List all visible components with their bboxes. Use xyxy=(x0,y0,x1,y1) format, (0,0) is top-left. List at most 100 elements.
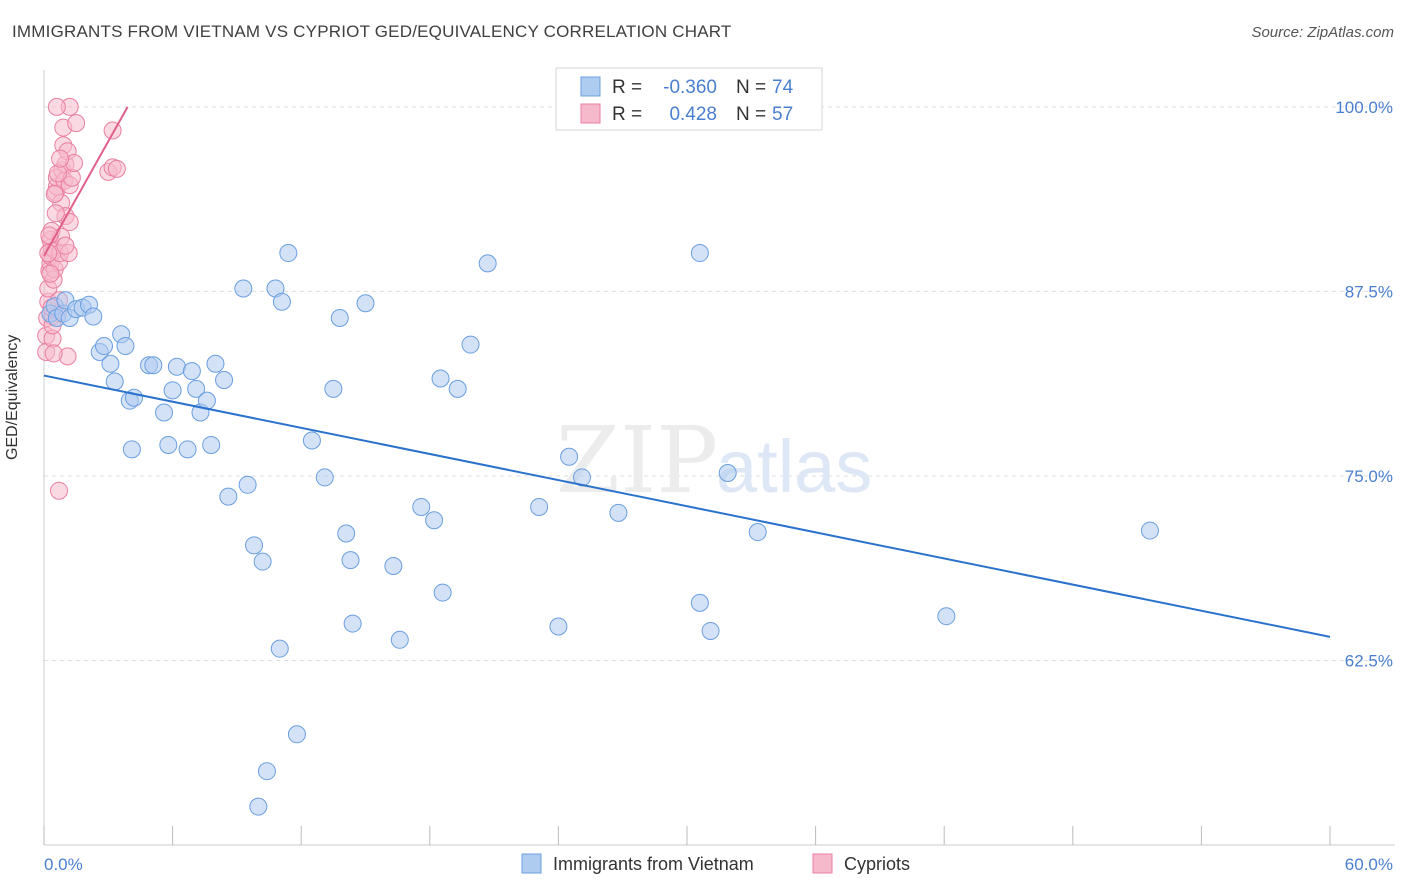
legend-swatch-pink xyxy=(812,853,833,874)
scatter-point xyxy=(748,523,767,542)
scatter-point xyxy=(425,511,444,530)
scatter-point xyxy=(44,344,63,363)
grid-lines xyxy=(44,106,1395,661)
legend-r-value: 0.428 xyxy=(669,104,717,125)
scatter-point xyxy=(249,797,268,816)
scatter-point xyxy=(302,431,321,450)
scatter-point xyxy=(144,356,163,375)
scatter-point xyxy=(718,464,737,482)
scatter-point xyxy=(412,497,431,516)
scatter-point xyxy=(253,552,272,571)
series-vietnam-points xyxy=(41,244,1159,816)
scatter-point xyxy=(178,440,197,459)
scatter-point xyxy=(215,371,234,389)
watermark-zip: ZIP xyxy=(556,407,718,514)
scatter-point xyxy=(84,307,103,326)
scatter-point xyxy=(560,447,579,466)
scatter-point xyxy=(609,503,628,522)
scatter-point xyxy=(337,524,356,543)
scatter-point xyxy=(1140,521,1159,540)
scatter-point xyxy=(937,607,956,626)
scatter-point xyxy=(163,381,182,400)
legend-swatch-blue xyxy=(580,76,601,97)
scatter-point xyxy=(219,487,238,506)
scatter-point xyxy=(206,354,225,373)
scatter-point xyxy=(690,244,709,263)
scatter-point xyxy=(287,725,306,744)
scatter-point xyxy=(690,593,709,612)
scatter-point xyxy=(41,264,60,283)
chart-title: IMMIGRANTS FROM VIETNAM VS CYPRIOT GED/E… xyxy=(12,22,732,41)
scatter-point xyxy=(159,435,178,454)
trend-line-blue xyxy=(43,374,1331,638)
scatter-point xyxy=(431,369,450,388)
x-tick-label-min: 0.0% xyxy=(44,855,83,874)
x-tick-label-max: 60.0% xyxy=(1345,855,1393,874)
scatter-point xyxy=(572,468,591,487)
scatter-point xyxy=(187,379,206,398)
scatter-point xyxy=(245,536,264,555)
scatter-point xyxy=(47,97,66,116)
scatter-point xyxy=(116,337,135,356)
scatter-point xyxy=(51,149,70,168)
scatter-point xyxy=(39,244,58,263)
stats-legend: R = -0.360 N = 74 R = 0.428 N = 57 xyxy=(555,67,823,131)
y-tick-label: 62.5% xyxy=(1345,651,1393,670)
scatter-point xyxy=(182,362,201,381)
scatter-point xyxy=(48,164,67,183)
legend-n-label: N = xyxy=(736,77,766,98)
legend-n-value: 57 xyxy=(772,104,793,125)
scatter-point xyxy=(701,621,720,640)
scatter-point xyxy=(390,630,409,649)
trend-line-pink xyxy=(43,106,129,257)
scatter-point xyxy=(330,309,349,327)
scatter-point xyxy=(155,403,174,422)
scatter-point xyxy=(279,244,298,263)
series-legend: Immigrants from Vietnam Cypriots xyxy=(521,853,910,874)
scatter-point xyxy=(530,497,549,516)
y-tick-label: 87.5% xyxy=(1345,282,1393,301)
scatter-point xyxy=(272,292,291,311)
legend-r-label: R = xyxy=(612,77,642,98)
scatter-point xyxy=(202,435,221,454)
watermark-atlas: atlas xyxy=(716,425,872,508)
legend-r-label: R = xyxy=(612,104,642,125)
scatter-point xyxy=(343,614,362,633)
scatter-point xyxy=(56,236,75,255)
legend-n-value: 74 xyxy=(772,77,794,98)
tick-labels: 62.5% 75.0% 87.5% 100.0% 0.0% 60.0% xyxy=(44,98,1393,874)
scatter-point xyxy=(448,379,467,398)
scatter-point xyxy=(356,294,375,313)
scatter-point xyxy=(324,379,343,398)
scatter-point xyxy=(234,279,253,298)
legend-series-label: Cypriots xyxy=(844,854,910,874)
legend-r-value: -0.360 xyxy=(663,77,717,98)
scatter-point xyxy=(461,335,480,354)
scatter-point xyxy=(46,204,65,223)
scatter-point xyxy=(45,185,64,203)
scatter-point xyxy=(50,481,69,500)
scatter-point xyxy=(270,639,289,658)
scatter-point xyxy=(107,159,126,178)
scatter-point xyxy=(105,372,124,391)
scatter-point xyxy=(433,583,452,602)
trend-lines xyxy=(43,106,1331,638)
series-cypriots-points xyxy=(37,97,126,500)
scatter-point xyxy=(238,475,257,494)
scatter-point xyxy=(167,357,186,376)
legend-n-label: N = xyxy=(736,104,766,125)
scatter-point xyxy=(315,468,334,487)
chart-source: Source: ZipAtlas.com xyxy=(1251,24,1394,41)
scatter-point xyxy=(549,617,568,636)
scatter-point xyxy=(257,762,276,781)
axes xyxy=(43,70,1395,846)
scatter-point xyxy=(122,440,141,459)
y-tick-label: 75.0% xyxy=(1345,467,1393,486)
legend-swatch-pink xyxy=(580,103,601,124)
scatter-point xyxy=(101,354,120,373)
y-tick-label: 100.0% xyxy=(1335,98,1393,117)
legend-series-label: Immigrants from Vietnam xyxy=(553,854,754,874)
legend-swatch-blue xyxy=(521,853,542,874)
scatter-point xyxy=(341,551,360,570)
scatter-point xyxy=(478,254,497,273)
